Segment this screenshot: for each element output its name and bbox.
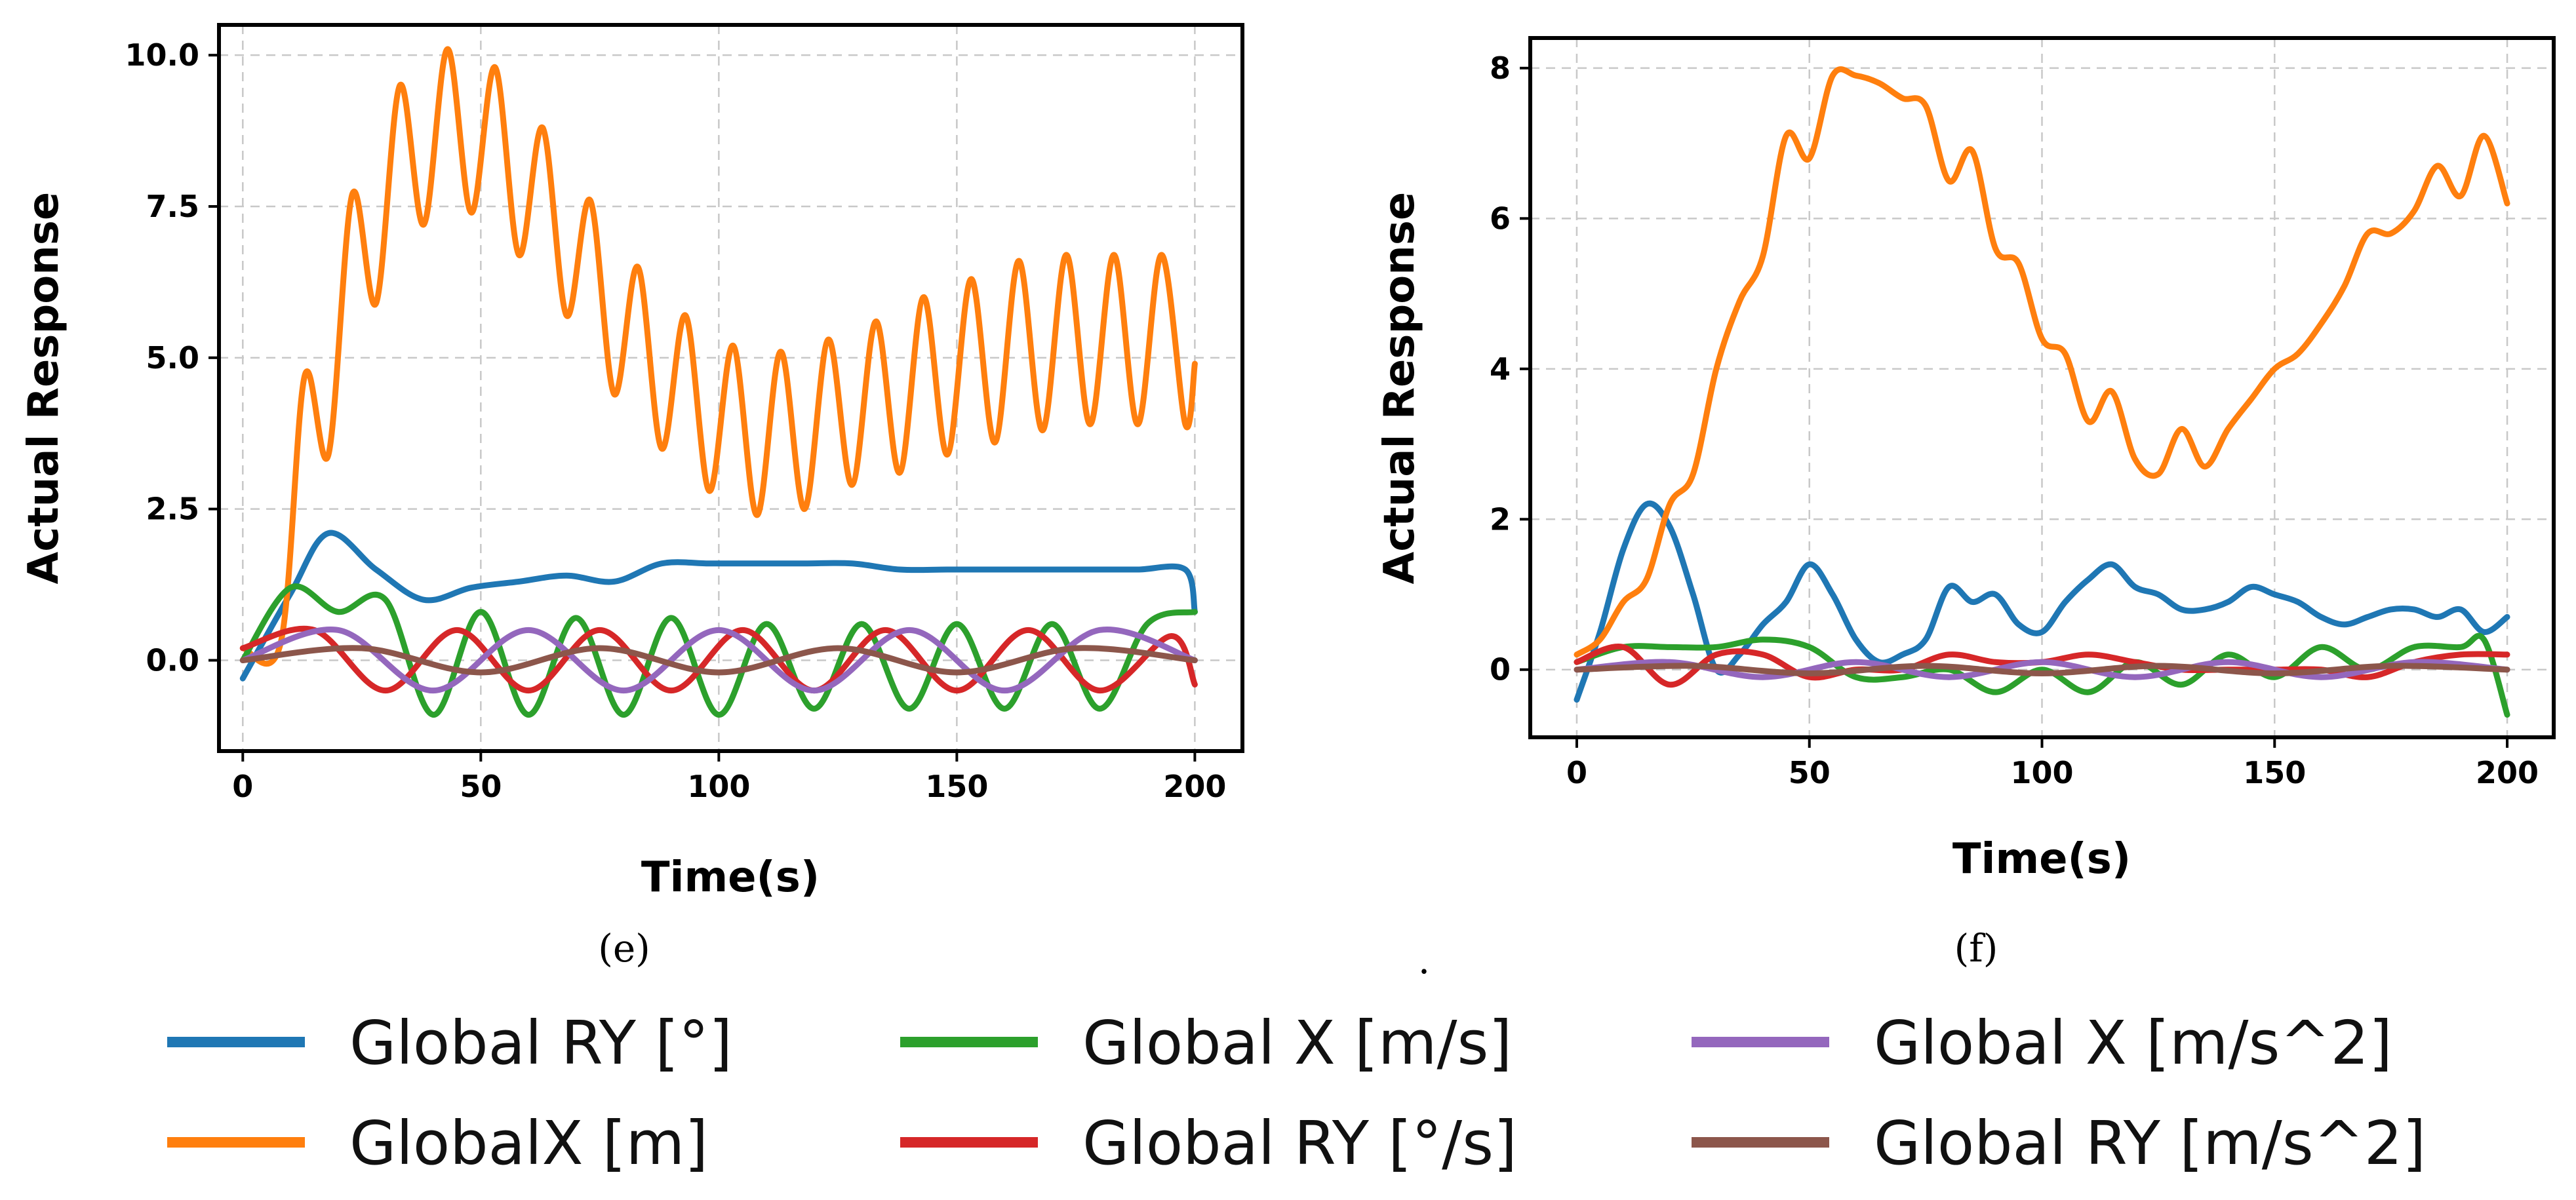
series-group-f: [1574, 66, 2510, 718]
series-line-f-1: [1574, 66, 2510, 658]
series-line-e-4: [239, 626, 1198, 694]
y-tick-label-f-2: 4: [1490, 351, 1511, 387]
x-tick-label-f-3: 150: [2243, 755, 2306, 790]
x-tick-label-e-2: 100: [687, 769, 750, 804]
y-axis-label-e: Actual Response: [20, 192, 68, 585]
x-tick-label-e-1: 50: [460, 769, 502, 804]
y-tick-label-e-2: 5.0: [146, 340, 200, 376]
series-line-f-4: [1574, 659, 2510, 680]
x-axis-label-e: Time(s): [641, 853, 820, 902]
caption-e: (e): [598, 926, 650, 971]
series-line-e-1: [239, 46, 1198, 667]
y-tick-label-f-0: 0: [1490, 652, 1511, 687]
y-tick-label-f-1: 2: [1490, 501, 1511, 537]
y-tick-label-e-1: 2.5: [146, 492, 200, 527]
legend-label-2: Global X [m/s]: [1082, 1008, 1512, 1078]
x-tick-label-f-1: 50: [1789, 755, 1831, 790]
x-tick-label-e-4: 200: [1163, 769, 1226, 804]
x-tick-label-f-0: 0: [1566, 755, 1587, 790]
y-tick-label-e-3: 7.5: [146, 189, 200, 224]
x-tick-label-f-4: 200: [2476, 755, 2539, 790]
legend-label-4: Global X [m/s^2]: [1874, 1008, 2392, 1078]
x-tick-label-f-2: 100: [2010, 755, 2073, 790]
axes-frame-e: [217, 23, 1244, 753]
legend-label-5: Global RY [m/s^2]: [1874, 1108, 2426, 1178]
legend: Global RY [°] GlobalX [m] Global X [m/s] Gl…: [167, 1008, 2426, 1178]
series-line-e-0: [239, 530, 1198, 682]
chart-panel-f: 0 50 100 150 200 0 2 4 6 8 Time(s) Actual Response: [1376, 36, 2556, 883]
series-line-e-5: [239, 645, 1198, 676]
y-tick-label-e-4: 10.0: [125, 37, 200, 73]
series-line-f-0: [1574, 500, 2510, 703]
x-tick-label-e-0: 0: [232, 769, 253, 804]
y-tick-label-f-4: 8: [1490, 50, 1511, 86]
x-axis-label-f: Time(s): [1952, 835, 2131, 883]
caption-middle-dot: .: [1418, 938, 1430, 982]
chart-panel-e: 0 50 100 150 200 0.0 2.5 5.0 7.5 10.0 Time(s) Actua…: [20, 23, 1244, 902]
series-line-f-5: [1574, 663, 2510, 676]
legend-label-3: Global RY [°/s]: [1082, 1108, 1517, 1178]
caption-f: (f): [1954, 926, 1998, 971]
legend-label-0: Global RY [°]: [349, 1008, 732, 1078]
series-line-e-2: [239, 583, 1198, 718]
series-line-f-2: [1574, 632, 2510, 718]
legend-label-1: GlobalX [m]: [349, 1108, 708, 1178]
y-tick-label-e-0: 0.0: [146, 643, 200, 678]
y-tick-label-f-3: 6: [1490, 201, 1511, 236]
y-axis-label-f: Actual Response: [1376, 192, 1424, 585]
series-group-e: [239, 46, 1198, 718]
x-tick-label-e-3: 150: [925, 769, 988, 804]
